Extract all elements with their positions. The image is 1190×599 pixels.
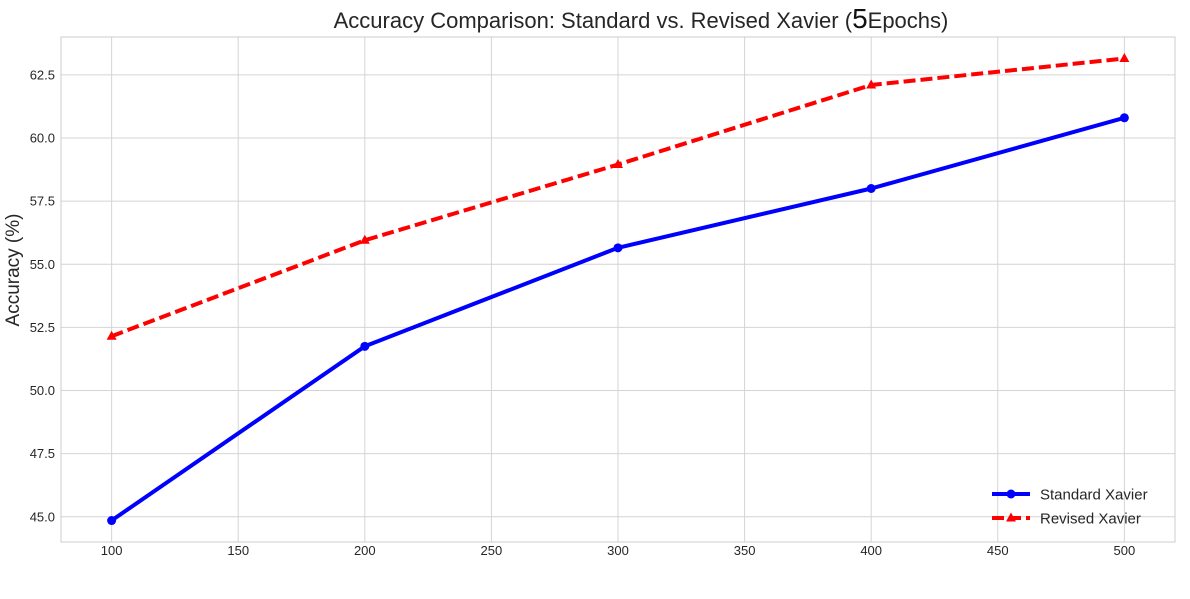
chart-title-number: 5 bbox=[852, 3, 868, 34]
x-tick-label: 250 bbox=[481, 543, 503, 558]
x-tick-label: 100 bbox=[101, 543, 123, 558]
data-point-standard-xavier bbox=[866, 184, 876, 193]
chart-title-part-1: Accuracy Comparison: Standard vs. Revise… bbox=[334, 8, 853, 33]
x-tick-label: 300 bbox=[607, 543, 629, 558]
data-point-standard-xavier bbox=[1119, 113, 1129, 123]
y-tick-labels: 45.0 47.5 50.0 52.5 55.0 57.5 60.0 62.5 bbox=[30, 67, 55, 524]
x-tick-label: 150 bbox=[227, 543, 249, 558]
y-tick-label: 57.5 bbox=[30, 194, 55, 209]
chart-title: Accuracy Comparison: Standard vs. Revise… bbox=[334, 3, 949, 34]
legend-label-revised: Revised Xavier bbox=[1040, 511, 1141, 528]
x-tick-label: 200 bbox=[354, 543, 376, 558]
data-point-standard-xavier bbox=[360, 341, 370, 351]
x-tick-labels: 100 150 200 250 300 350 400 450 500 bbox=[101, 543, 1135, 558]
y-tick-label: 52.5 bbox=[30, 320, 55, 335]
series-revised-xavier bbox=[106, 52, 1130, 340]
legend-item-revised-xavier: Revised Xavier bbox=[992, 511, 1141, 528]
x-tick-label: 350 bbox=[734, 543, 756, 558]
series-standard-xavier bbox=[107, 113, 1129, 526]
y-tick-label: 62.5 bbox=[30, 67, 55, 82]
y-tick-label: 47.5 bbox=[30, 446, 55, 461]
data-point-revised-xavier bbox=[1119, 52, 1130, 62]
series-lines bbox=[106, 52, 1130, 526]
x-tick-label: 450 bbox=[987, 543, 1009, 558]
legend-item-standard-xavier: Standard Xavier bbox=[992, 487, 1148, 504]
legend-marker-revised bbox=[1006, 512, 1016, 522]
legend: Standard Xavier Revised Xavier bbox=[992, 487, 1148, 528]
chart-title-part-2: Epochs) bbox=[868, 8, 949, 33]
y-tick-label: 45.0 bbox=[30, 509, 55, 524]
x-tick-label: 400 bbox=[860, 543, 882, 558]
data-point-revised-xavier bbox=[613, 159, 623, 169]
y-tick-label: 55.0 bbox=[30, 257, 55, 272]
legend-label-standard: Standard Xavier bbox=[1040, 487, 1148, 504]
data-point-revised-xavier bbox=[359, 234, 370, 244]
y-tick-label: 60.0 bbox=[30, 131, 55, 146]
legend-marker-standard bbox=[1006, 489, 1016, 499]
plot-area-frame bbox=[60, 36, 1176, 543]
x-tick-label: 500 bbox=[1114, 543, 1136, 558]
data-point-standard-xavier bbox=[107, 516, 117, 526]
grid bbox=[61, 37, 1175, 542]
data-point-revised-xavier bbox=[866, 79, 877, 89]
data-point-revised-xavier bbox=[106, 330, 117, 340]
data-point-standard-xavier bbox=[613, 243, 623, 253]
y-tick-label: 50.0 bbox=[30, 383, 55, 398]
y-axis-label: Accuracy (%) bbox=[3, 214, 24, 327]
